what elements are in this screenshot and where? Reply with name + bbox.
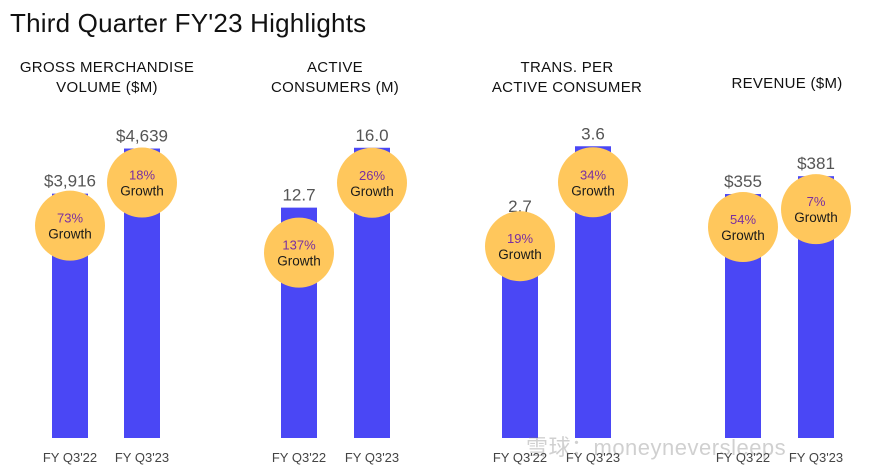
growth-word: Growth: [48, 227, 92, 242]
growth-bubble: [485, 211, 555, 282]
growth-percent: 73%: [57, 211, 83, 226]
growth-bubble: [35, 190, 105, 261]
chart-title-line: ACTIVE: [307, 59, 363, 76]
growth-word: Growth: [571, 183, 615, 198]
bar-value-label: $355: [724, 172, 762, 191]
bar-value-label: $3,916: [44, 172, 96, 191]
chart-title-line: REVENUE ($M): [731, 75, 842, 92]
growth-bubble: [107, 147, 177, 218]
growth-percent: 18%: [129, 168, 155, 183]
growth-bubble: [781, 174, 851, 245]
bar-value-label: 12.7: [282, 186, 315, 205]
category-tick-label: FY Q3'23: [345, 450, 399, 465]
bar-value-label: $4,639: [116, 127, 168, 146]
bar-value-label: 3.6: [581, 124, 605, 143]
watermark: 雪球：moneyneversleeps: [526, 435, 787, 460]
category-tick-label: FY Q3'23: [115, 450, 169, 465]
growth-word: Growth: [794, 210, 838, 225]
growth-word: Growth: [120, 184, 164, 199]
growth-percent: 34%: [580, 167, 606, 182]
bar-value-label: 16.0: [355, 126, 388, 145]
chart-title-line: GROSS MERCHANDISE: [20, 59, 194, 76]
bar-value-label: 2.7: [508, 197, 532, 216]
chart-title-line: VOLUME ($M): [56, 79, 158, 96]
growth-word: Growth: [277, 254, 321, 269]
growth-bubble: [558, 147, 628, 218]
chart-title-line: ACTIVE CONSUMER: [492, 79, 642, 96]
growth-word: Growth: [721, 228, 765, 243]
growth-percent: 54%: [730, 212, 756, 227]
growth-percent: 7%: [807, 194, 826, 209]
category-tick-label: FY Q3'22: [272, 450, 326, 465]
category-tick-label: FY Q3'22: [716, 450, 770, 465]
category-tick-label: FY Q3'23: [789, 450, 843, 465]
chart-title-line: TRANS. PER: [520, 59, 613, 76]
growth-bubble: [264, 217, 334, 288]
category-tick-label: FY Q3'22: [43, 450, 97, 465]
chart-title-line: CONSUMERS (M): [271, 79, 399, 96]
growth-percent: 137%: [282, 238, 316, 253]
growth-bubble: [708, 192, 778, 263]
growth-word: Growth: [350, 184, 394, 199]
growth-word: Growth: [498, 247, 542, 262]
category-tick-label: FY Q3'23: [566, 450, 620, 465]
category-tick-label: FY Q3'22: [493, 450, 547, 465]
bar-value-label: $381: [797, 154, 835, 173]
page-title: Third Quarter FY'23 Highlights: [10, 8, 367, 38]
growth-bubble: [337, 147, 407, 218]
growth-percent: 19%: [507, 231, 533, 246]
growth-percent: 26%: [359, 168, 385, 183]
